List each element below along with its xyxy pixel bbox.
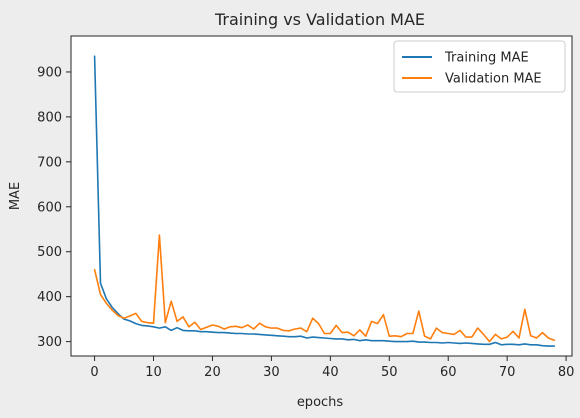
series-line-training-mae xyxy=(93,55,556,347)
legend-box xyxy=(393,40,566,93)
series-line-validation-mae xyxy=(93,234,556,343)
legend-label: Training MAE xyxy=(444,51,529,66)
y-axis-label: MAE xyxy=(8,182,23,210)
plot-frame xyxy=(70,35,573,357)
series-lines xyxy=(93,55,556,347)
x-tick-label: 10 xyxy=(145,365,162,380)
y-tick-label: 400 xyxy=(37,290,62,305)
x-tick-label: 0 xyxy=(90,365,98,380)
y-tick-label: 700 xyxy=(37,155,62,170)
x-tick-label: 20 xyxy=(204,365,221,380)
x-tick-label: 60 xyxy=(440,365,457,380)
legend-label: Validation MAE xyxy=(445,72,542,87)
y-tick-label: 800 xyxy=(37,110,62,125)
chart-title: Training vs Validation MAE xyxy=(214,10,425,29)
x-tick-label: 40 xyxy=(322,365,339,380)
y-tick-label: 300 xyxy=(37,335,62,350)
x-axis-label: epochs xyxy=(297,395,344,410)
x-axis: 0 10 20 30 40 50 60 70 80 xyxy=(90,356,574,380)
x-tick-label: 70 xyxy=(499,365,516,380)
x-tick-label: 80 xyxy=(558,365,575,380)
y-tick-label: 900 xyxy=(37,65,62,80)
y-axis: 300 400 500 600 700 800 900 xyxy=(37,65,71,350)
y-tick-label: 500 xyxy=(37,245,62,260)
y-tick-label: 600 xyxy=(37,200,62,215)
legend: Training MAE Validation MAE xyxy=(393,40,566,93)
x-tick-label: 30 xyxy=(263,365,280,380)
x-tick-label: 50 xyxy=(381,365,398,380)
